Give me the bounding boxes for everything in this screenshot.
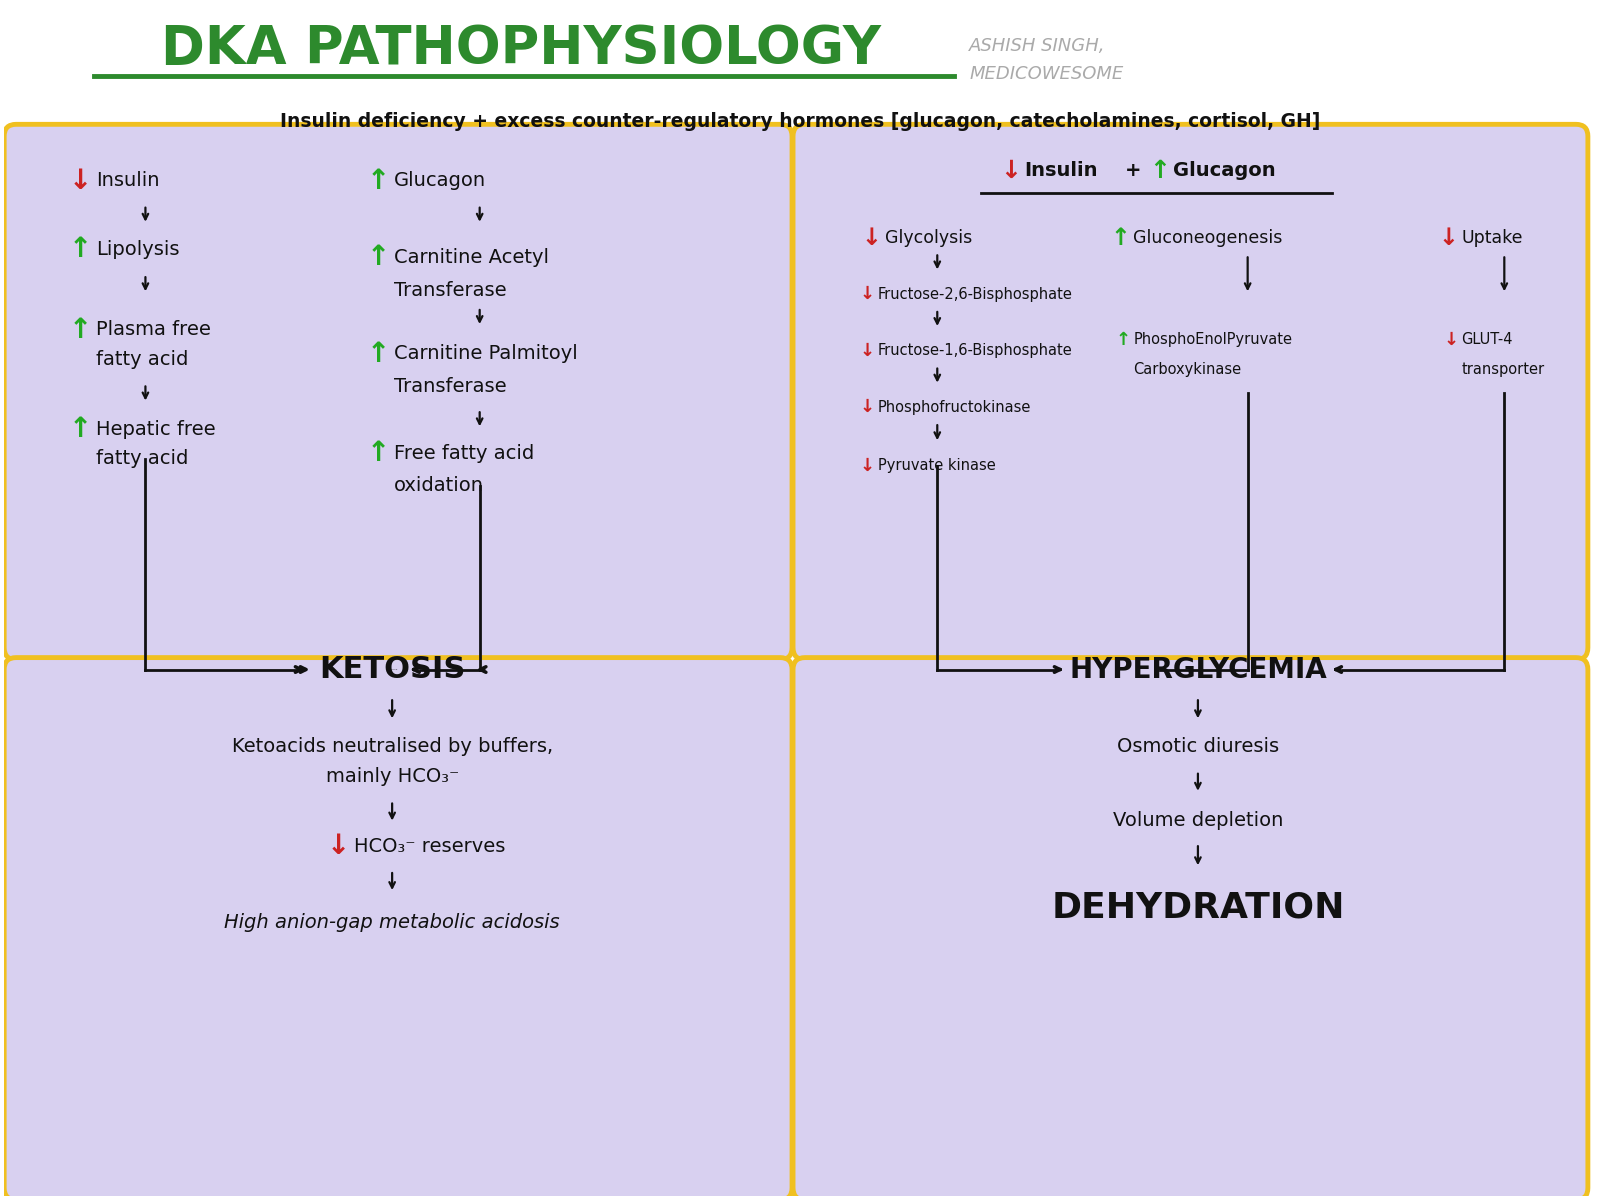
Text: Insulin: Insulin [1024, 162, 1098, 180]
Text: PhosphoEnolPyruvate: PhosphoEnolPyruvate [1133, 332, 1293, 347]
Text: ↑: ↑ [366, 244, 390, 271]
Text: Uptake: Uptake [1461, 228, 1523, 246]
Text: HCO₃⁻ reserves: HCO₃⁻ reserves [354, 836, 506, 856]
Text: Transferase: Transferase [394, 281, 507, 300]
Text: ↑: ↑ [1110, 226, 1130, 250]
Text: ↓: ↓ [1438, 226, 1459, 250]
Text: Volume depletion: Volume depletion [1112, 811, 1283, 830]
Text: ↑: ↑ [1115, 331, 1130, 349]
Text: Free fatty acid: Free fatty acid [394, 444, 534, 462]
Text: Fructose-2,6-Bisphosphate: Fructose-2,6-Bisphosphate [877, 287, 1072, 301]
Text: DKA PATHOPHYSIOLOGY: DKA PATHOPHYSIOLOGY [162, 23, 882, 74]
Text: HYPERGLYCEMIA: HYPERGLYCEMIA [1069, 655, 1326, 684]
Text: Hepatic free: Hepatic free [96, 420, 216, 439]
Text: Ketoacids neutralised by buffers,: Ketoacids neutralised by buffers, [232, 738, 552, 756]
Text: Osmotic diuresis: Osmotic diuresis [1117, 738, 1278, 756]
Text: KETOSIS: KETOSIS [318, 655, 466, 684]
Text: GLUT-4: GLUT-4 [1461, 332, 1514, 347]
Text: ↑: ↑ [366, 167, 390, 194]
Text: Glucagon: Glucagon [394, 172, 486, 191]
FancyBboxPatch shape [5, 658, 792, 1200]
Text: ↓: ↓ [859, 342, 875, 360]
Text: ↑: ↑ [69, 415, 91, 443]
Text: oxidation: oxidation [394, 476, 485, 496]
Text: fatty acid: fatty acid [96, 350, 189, 370]
Text: ↓: ↓ [859, 286, 875, 304]
Text: Carnitine Acetyl: Carnitine Acetyl [394, 248, 549, 266]
Text: ↑: ↑ [69, 235, 91, 264]
Text: ↓: ↓ [862, 226, 882, 250]
Text: Insulin deficiency + excess counter-regulatory hormones [glucagon, catecholamine: Insulin deficiency + excess counter-regu… [280, 112, 1320, 131]
Text: Insulin: Insulin [96, 172, 158, 191]
FancyBboxPatch shape [794, 658, 1587, 1200]
Text: ↑: ↑ [1149, 158, 1170, 182]
Text: Carboxykinase: Carboxykinase [1133, 362, 1242, 377]
FancyBboxPatch shape [5, 125, 792, 660]
Text: mainly HCO₃⁻: mainly HCO₃⁻ [325, 767, 459, 786]
Text: ↓: ↓ [1443, 331, 1459, 349]
Text: Transferase: Transferase [394, 377, 507, 396]
Text: ↓: ↓ [69, 167, 91, 194]
Text: ↑: ↑ [366, 340, 390, 367]
Text: ↓: ↓ [326, 833, 350, 860]
Text: ASHISH SINGH,: ASHISH SINGH, [970, 37, 1106, 55]
Text: MEDICOWESOME: MEDICOWESOME [970, 65, 1123, 83]
Text: Pyruvate kinase: Pyruvate kinase [877, 458, 995, 474]
Text: transporter: transporter [1461, 362, 1544, 377]
Text: Gluconeogenesis: Gluconeogenesis [1133, 228, 1283, 246]
Text: ↓: ↓ [859, 457, 875, 475]
Text: ↓: ↓ [859, 398, 875, 416]
Text: ↑: ↑ [69, 316, 91, 344]
Text: ↑: ↑ [366, 439, 390, 467]
Text: fatty acid: fatty acid [96, 450, 189, 468]
Text: Phosphofructokinase: Phosphofructokinase [877, 400, 1030, 415]
Text: +: + [1125, 162, 1141, 180]
Text: Glycolysis: Glycolysis [885, 228, 971, 246]
Text: DEHYDRATION: DEHYDRATION [1051, 890, 1344, 925]
Text: Plasma free: Plasma free [96, 320, 211, 340]
Text: Glucagon: Glucagon [1173, 162, 1275, 180]
Text: Fructose-1,6-Bisphosphate: Fructose-1,6-Bisphosphate [877, 343, 1072, 359]
Text: Carnitine Palmitoyl: Carnitine Palmitoyl [394, 344, 578, 364]
FancyBboxPatch shape [794, 125, 1587, 660]
Text: High anion-gap metabolic acidosis: High anion-gap metabolic acidosis [224, 913, 560, 932]
Text: Lipolysis: Lipolysis [96, 240, 179, 259]
Text: ↓: ↓ [1000, 158, 1021, 182]
